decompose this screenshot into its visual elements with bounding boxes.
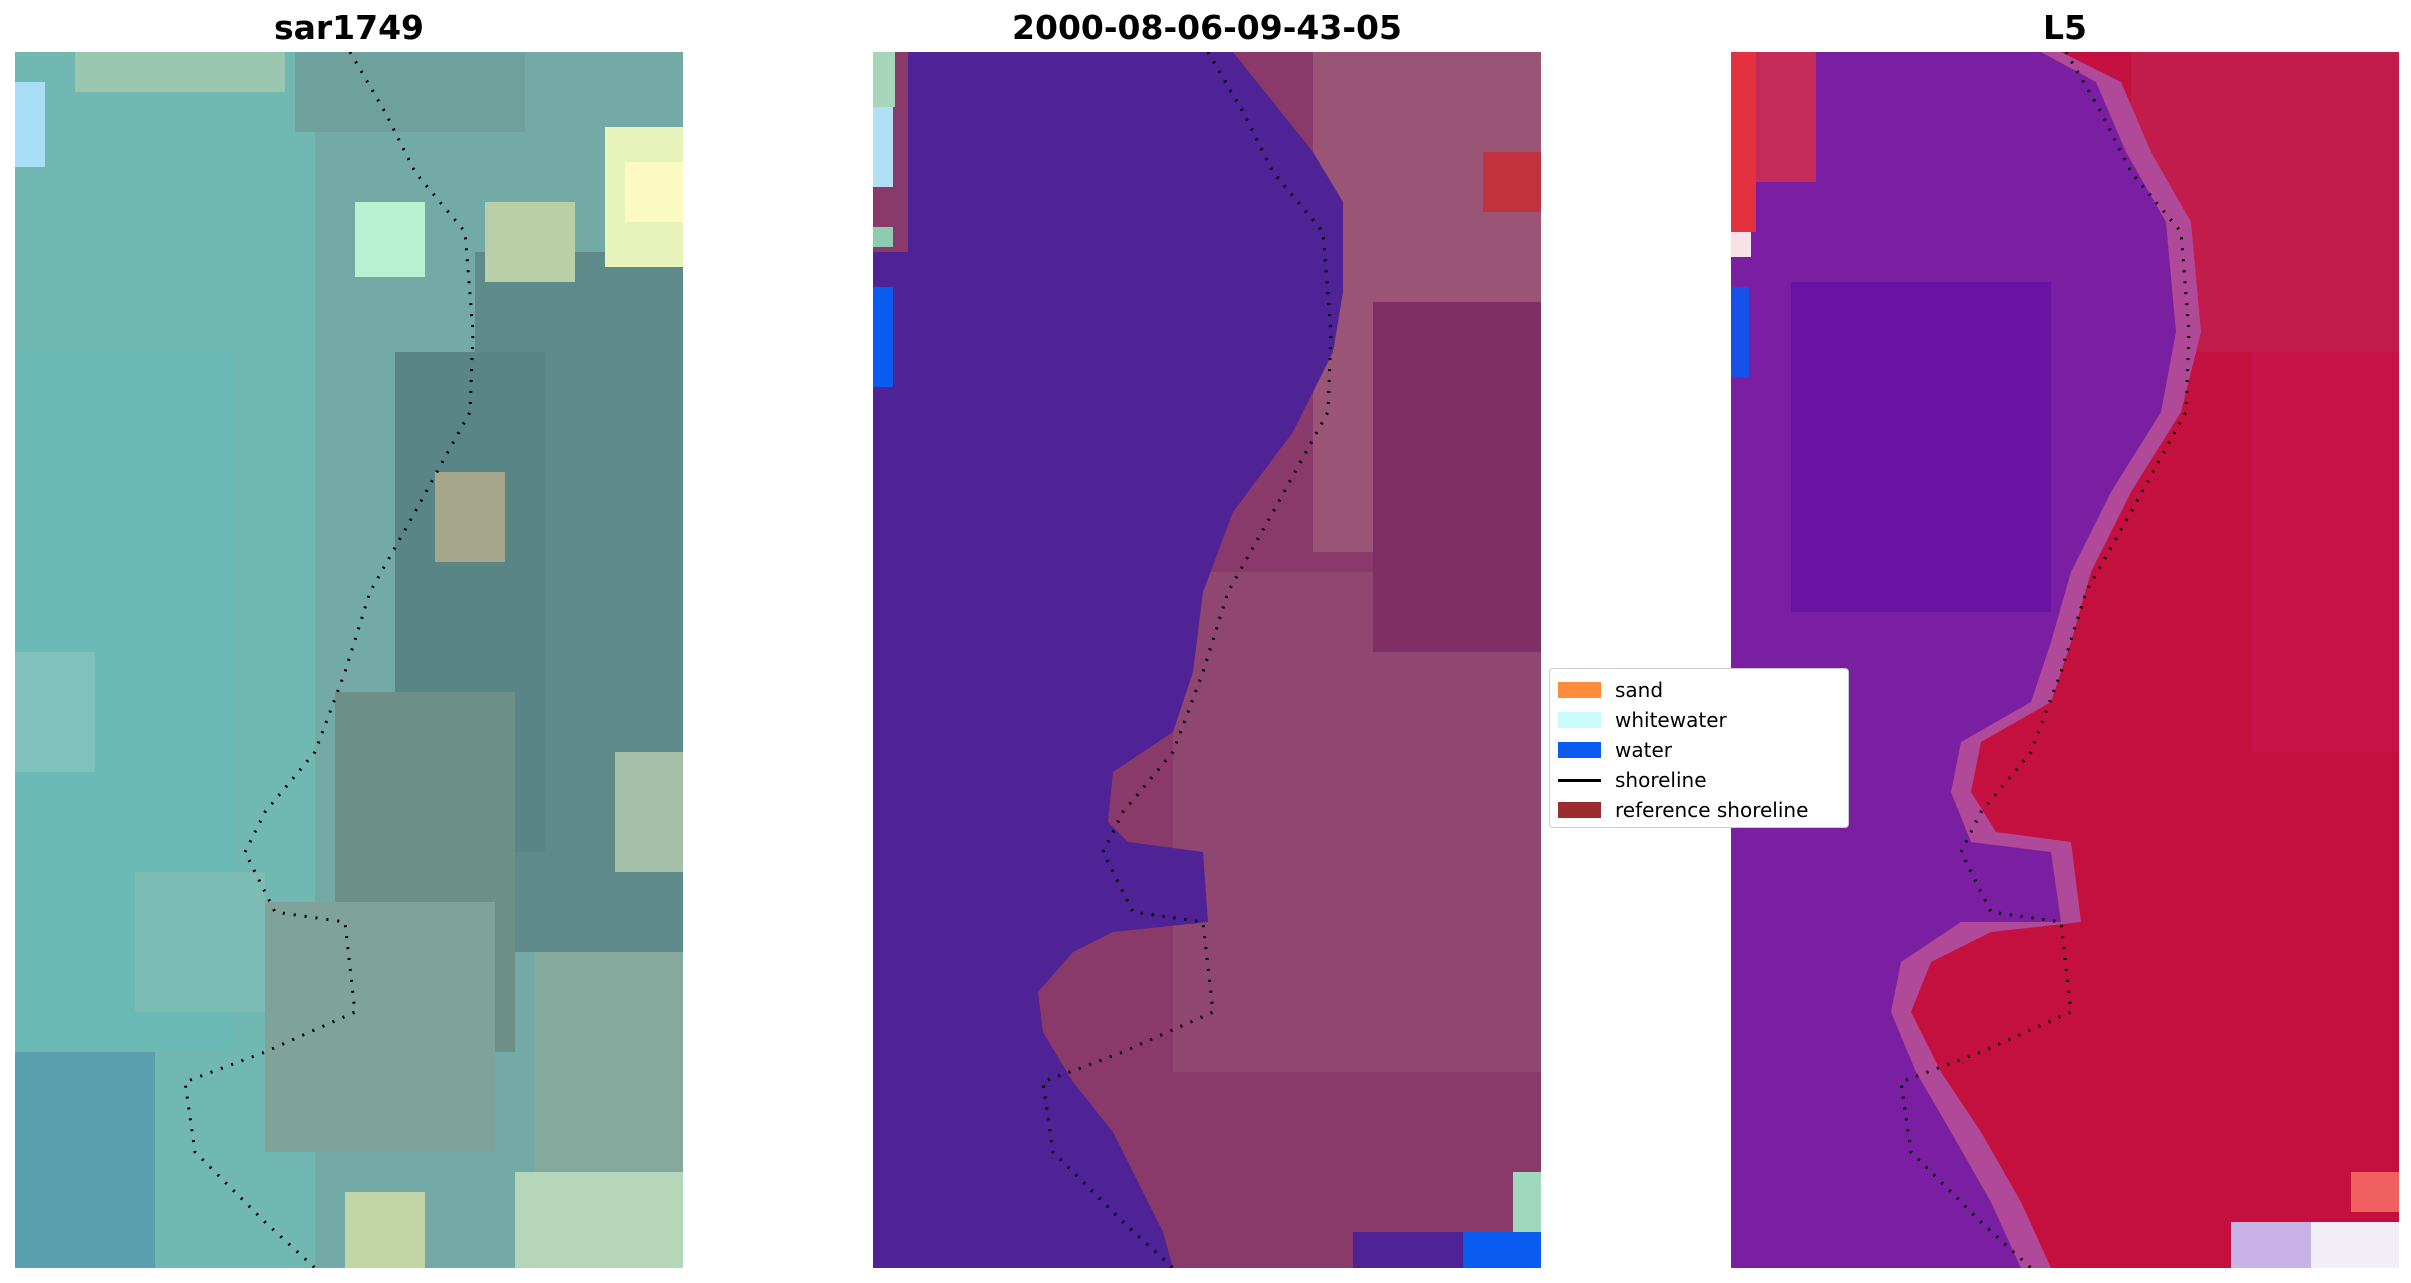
classification-image-panel [873, 52, 1541, 1268]
legend-item-shoreline: shoreline [1558, 767, 1707, 793]
classification-image [873, 52, 1541, 1268]
water-swatch-icon [1558, 742, 1601, 758]
shoreline-dots-sar [183, 52, 475, 1268]
panel-title-l5: L5 [2043, 8, 2087, 47]
whitewater-swatch-icon [1558, 712, 1601, 728]
legend-label: reference shoreline [1615, 798, 1809, 822]
legend: sand whitewater water shoreline referenc… [1549, 668, 1849, 828]
legend-item-water: water [1558, 737, 1672, 763]
legend-item-reference-shoreline: reference shoreline [1558, 797, 1808, 823]
sand-swatch-icon [1558, 682, 1601, 698]
l5-image [1731, 52, 2399, 1268]
panel-title-classification: 2000-08-06-09-43-05 [1012, 8, 1402, 47]
legend-label: water [1615, 738, 1672, 762]
shoreline-dots-classification [1041, 52, 1333, 1268]
legend-item-sand: sand [1558, 677, 1663, 703]
legend-label: shoreline [1615, 768, 1707, 792]
sar-image-panel [15, 52, 683, 1268]
reference-shoreline-swatch-icon [1558, 802, 1601, 818]
legend-label: whitewater [1615, 708, 1727, 732]
l5-image-panel [1731, 52, 2399, 1268]
legend-label: sand [1615, 678, 1664, 702]
shoreline-dots-l5 [1899, 52, 2191, 1268]
panel-title-sar: sar1749 [273, 8, 425, 47]
shoreline-line-icon [1558, 778, 1601, 782]
legend-item-whitewater: whitewater [1558, 707, 1727, 733]
sar-image [15, 52, 683, 1268]
